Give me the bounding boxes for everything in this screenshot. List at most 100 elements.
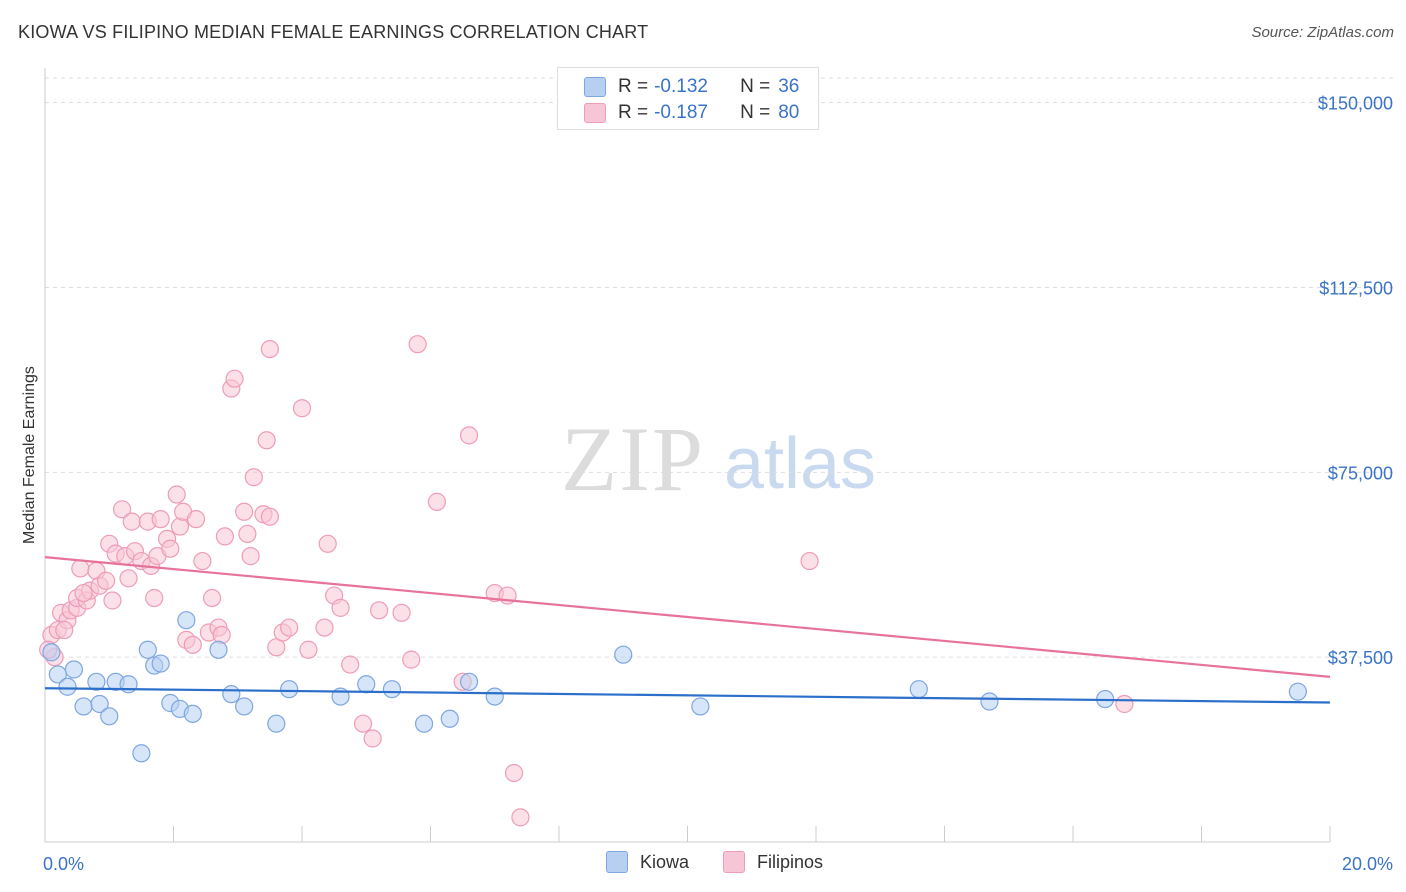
filipinos-point	[74, 583, 93, 603]
filipinos-point	[145, 588, 164, 608]
kiowa-point	[459, 672, 479, 691]
filipinos-point	[408, 335, 427, 354]
filipinos-point	[151, 510, 170, 529]
filipinos-point	[800, 551, 819, 571]
watermark-atlas: atlas	[724, 424, 876, 504]
source-label: Source: ZipAtlas.com	[1251, 24, 1394, 41]
filipinos-point	[193, 551, 212, 571]
kiowa-point	[280, 680, 299, 699]
kiowa-swatch	[606, 851, 628, 873]
legend-swatch-filipinos	[584, 103, 606, 123]
filipinos-legend-label: Filipinos	[757, 851, 824, 872]
filipinos-point	[331, 598, 350, 617]
filipinos-point	[170, 517, 190, 536]
kiowa-point	[100, 707, 119, 726]
kiowa-point	[64, 660, 84, 679]
kiowa-point	[74, 697, 93, 716]
trend-lines	[44, 556, 1331, 704]
kiowa-point	[183, 704, 202, 723]
correlation-legend: R = -0.132 N = 36 R = -0.187 N = 80	[557, 67, 819, 130]
filipinos-point	[341, 655, 360, 674]
filipinos-point	[225, 369, 244, 388]
filipinos-point	[241, 547, 260, 566]
filipinos-point	[318, 534, 337, 553]
filipinos-point	[183, 635, 202, 654]
filipinos-point	[202, 588, 222, 608]
filipinos-point	[363, 729, 382, 748]
kiowa-point	[90, 694, 109, 714]
series-legend-filipinos: Filipinos	[723, 851, 823, 873]
legend-r-label: R =	[618, 102, 649, 123]
kiowa-point	[691, 697, 710, 716]
filipinos-point	[504, 763, 524, 783]
filipinos-point	[511, 808, 530, 827]
filipinos-point	[55, 620, 74, 640]
filipinos-point	[370, 601, 389, 620]
watermark: ZIP atlas	[561, 408, 876, 510]
filipinos-point	[238, 524, 257, 544]
legend-row-filipinos: R = -0.187 N = 80	[584, 101, 799, 125]
filipinos-point	[427, 492, 447, 511]
filipinos-point	[260, 339, 279, 359]
filipinos-point	[260, 507, 279, 526]
filipinos-point	[161, 539, 180, 558]
filipinos-point	[119, 569, 138, 588]
filipinos-point	[167, 485, 186, 504]
legend-r-value: -0.132	[654, 76, 708, 97]
y-tick-label: $75,000	[1328, 463, 1393, 483]
filipinos-point	[353, 714, 373, 733]
kiowa-point	[138, 640, 157, 659]
watermark-zip: ZIP	[561, 408, 705, 510]
chart-title: KIOWA VS FILIPINO MEDIAN FEMALE EARNINGS…	[18, 22, 649, 42]
filipinos-point	[292, 399, 312, 418]
filipinos-swatch	[723, 851, 746, 873]
kiowa-trend-line	[44, 687, 1331, 704]
kiowa-point	[382, 680, 402, 699]
filipinos-point	[299, 640, 318, 659]
kiowa-point	[132, 744, 151, 763]
x-tick-label: 20.0%	[1342, 854, 1393, 874]
kiowa-point	[151, 654, 170, 673]
filipinos-point	[257, 431, 276, 450]
filipinos-point	[112, 500, 132, 519]
filipinos-point	[122, 512, 141, 531]
kiowa-point	[177, 611, 196, 630]
x-tick-label: 0.0%	[43, 854, 84, 874]
kiowa-point	[209, 640, 228, 659]
legend-swatch-kiowa	[584, 77, 606, 97]
kiowa-point	[1288, 682, 1307, 701]
kiowa-point	[485, 687, 504, 706]
filipinos-point	[244, 468, 263, 487]
filipinos-point	[402, 650, 421, 669]
legend-n-value: 80	[778, 102, 800, 123]
legend-r-value: -0.187	[654, 102, 708, 123]
filipinos-point	[71, 559, 90, 578]
kiowa-legend-label: Kiowa	[640, 851, 690, 872]
filipinos-point	[280, 618, 299, 637]
filipinos-point	[96, 571, 116, 590]
filipinos-point	[392, 603, 411, 622]
kiowa-point	[440, 709, 459, 728]
kiowa-points	[42, 611, 1307, 763]
filipinos-point	[212, 625, 231, 645]
grid-lines	[45, 77, 1395, 658]
kiowa-point	[58, 677, 77, 696]
legend-n-value: 36	[778, 76, 800, 97]
filipinos-point	[103, 591, 122, 610]
kiowa-point	[222, 685, 241, 704]
filipinos-point	[235, 502, 254, 521]
filipinos-point	[1115, 694, 1134, 714]
kiowa-point	[87, 672, 106, 691]
y-tick-label: $37,500	[1328, 648, 1393, 668]
kiowa-point	[42, 643, 61, 662]
y-tick-label: $150,000	[1318, 94, 1393, 114]
kiowa-point	[414, 714, 434, 733]
series-legend-kiowa: Kiowa	[606, 851, 689, 873]
kiowa-point	[980, 692, 999, 711]
kiowa-point	[614, 645, 633, 664]
legend-n-label: N =	[740, 76, 771, 97]
legend-r-label: R =	[618, 76, 649, 97]
kiowa-point	[267, 714, 286, 733]
kiowa-point	[909, 680, 928, 699]
